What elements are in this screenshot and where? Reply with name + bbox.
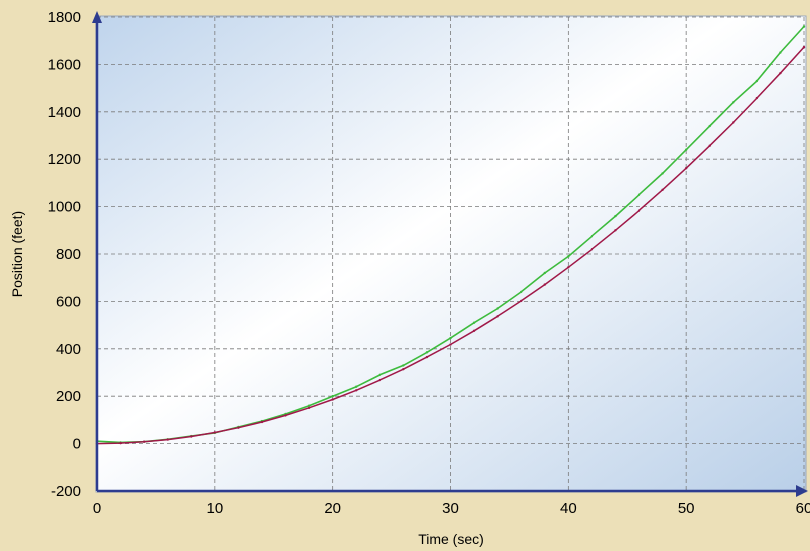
measured-data-point bbox=[684, 148, 688, 151]
fit-curve-point bbox=[166, 438, 169, 441]
fit-curve-point bbox=[307, 406, 311, 410]
y-axis-arrowhead bbox=[92, 11, 102, 23]
measured-data-point bbox=[425, 351, 429, 354]
fit-curve-point bbox=[260, 420, 264, 424]
y-tick-label: 400 bbox=[56, 341, 81, 358]
measured-data-point bbox=[590, 235, 594, 238]
measured-data-point bbox=[520, 290, 523, 294]
grid bbox=[97, 16, 805, 491]
measured-data-point bbox=[496, 307, 499, 310]
y-tick-label: 800 bbox=[56, 246, 81, 263]
x-tick-label: 60 bbox=[796, 500, 810, 517]
measured-data-point bbox=[637, 193, 641, 196]
measured-data-point bbox=[378, 373, 381, 377]
measured-data-point bbox=[543, 271, 546, 275]
fit-curve-point bbox=[779, 71, 782, 75]
measured-data-point bbox=[567, 255, 570, 258]
measured-data-point bbox=[307, 404, 311, 407]
fit-curve-point bbox=[402, 367, 405, 371]
y-tick-label: 1600 bbox=[48, 56, 81, 73]
fit-curve-point bbox=[567, 266, 570, 269]
x-tick-label: 40 bbox=[560, 500, 577, 517]
measured-data-point bbox=[755, 79, 759, 83]
fit-curve-point bbox=[425, 355, 429, 359]
fit-curve-point bbox=[355, 389, 358, 392]
y-tick-label: 200 bbox=[56, 388, 81, 405]
measured-data-point bbox=[449, 336, 452, 340]
axes bbox=[92, 11, 808, 497]
measured-data-point bbox=[355, 385, 358, 388]
y-axis-title: Position (feet) bbox=[9, 211, 25, 297]
measured-data-point bbox=[614, 214, 617, 218]
fit-curve-point bbox=[496, 315, 499, 318]
y-tick-label: 600 bbox=[56, 293, 81, 310]
fit-curve-point bbox=[802, 45, 806, 49]
fit-curve-point bbox=[755, 96, 759, 100]
fit-curve-point bbox=[732, 121, 735, 124]
x-tick-label: 50 bbox=[678, 500, 695, 517]
x-tick-label: 20 bbox=[324, 500, 341, 517]
fit-curve-point bbox=[213, 431, 217, 434]
fit-curve-point bbox=[661, 188, 664, 191]
fit-curve-point bbox=[142, 440, 146, 443]
measured-data-point bbox=[331, 395, 334, 398]
measured-data-point bbox=[802, 25, 806, 28]
tick-labels: 0 10 20 30 40 50 60 -200 0 200 400 600 800 1000 1200 14… bbox=[48, 9, 810, 517]
fit-curve-point bbox=[190, 435, 193, 438]
y-tick-label: 1400 bbox=[48, 104, 81, 121]
x-axis-title: Time (sec) bbox=[418, 531, 484, 547]
measured-data-point bbox=[661, 172, 664, 175]
measured-data-point bbox=[472, 321, 476, 324]
fit-curve-point bbox=[520, 299, 523, 303]
measured-data-point bbox=[779, 51, 782, 54]
measured-data-point bbox=[732, 101, 735, 104]
fit-curve-point bbox=[472, 329, 476, 332]
fit-curve-point bbox=[331, 398, 334, 401]
fit-curve-point bbox=[119, 441, 122, 445]
fit-curve-point bbox=[590, 248, 594, 251]
x-tick-label: 30 bbox=[442, 500, 459, 517]
series-layer bbox=[95, 25, 806, 445]
x-tick-label: 0 bbox=[93, 500, 101, 517]
y-tick-label: 1200 bbox=[48, 151, 81, 168]
fit-curve-point bbox=[378, 378, 381, 382]
y-tick-label: 1800 bbox=[48, 9, 81, 26]
y-tick-label: -200 bbox=[51, 483, 81, 500]
fit-curve-point bbox=[708, 144, 711, 147]
fit-curve-point bbox=[684, 167, 688, 170]
fit-curve-point bbox=[543, 283, 546, 286]
x-axis-arrowhead bbox=[796, 485, 808, 497]
y-tick-label: 0 bbox=[73, 436, 81, 453]
fit-curve-point bbox=[449, 343, 452, 346]
x-tick-label: 10 bbox=[206, 500, 223, 517]
measured-data-point bbox=[708, 124, 711, 128]
fit-curve-point bbox=[284, 414, 287, 417]
y-tick-label: 1000 bbox=[48, 199, 81, 216]
fit-curve-point bbox=[237, 426, 240, 429]
fit-curve-point bbox=[637, 209, 641, 212]
fit-curve-point bbox=[614, 229, 617, 232]
measured-data-point bbox=[402, 364, 405, 367]
